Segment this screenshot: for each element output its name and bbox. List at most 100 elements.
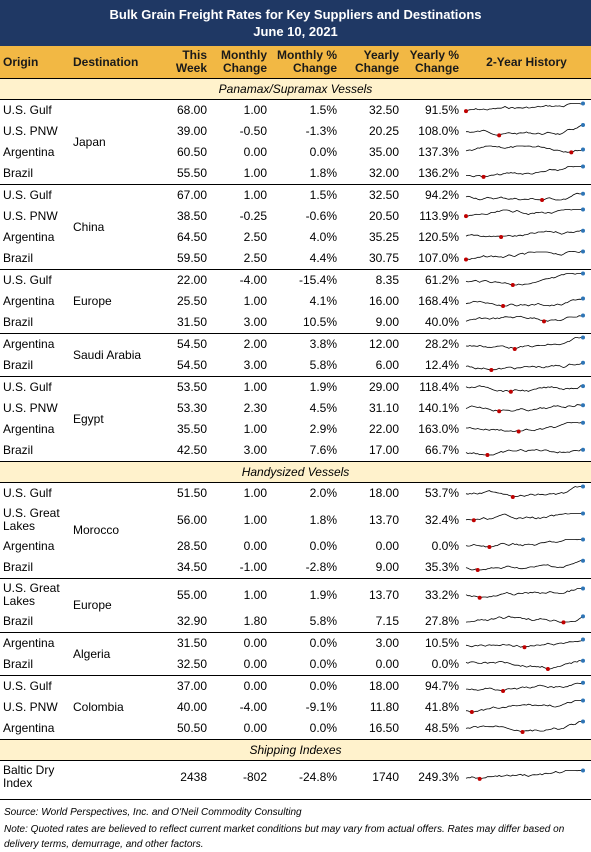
history-cell bbox=[462, 376, 591, 398]
value-cell: 1.00 bbox=[243, 103, 267, 117]
value-cell: 59.50 bbox=[176, 251, 207, 265]
history-cell bbox=[462, 483, 591, 505]
sparkline bbox=[465, 637, 585, 650]
value-cell: 136.2% bbox=[418, 166, 459, 180]
value-cell: 0.0% bbox=[270, 675, 340, 697]
sparkline-high bbox=[581, 207, 585, 212]
origin: Brazil bbox=[3, 315, 34, 329]
origin: U.S. Gulf bbox=[0, 184, 70, 206]
value-cell: 108.0% bbox=[418, 124, 459, 138]
value-cell: 4.0% bbox=[309, 230, 337, 244]
value-cell: 39.00 bbox=[176, 124, 207, 138]
value-cell: 30.75 bbox=[368, 251, 399, 265]
value-cell: 34.50 bbox=[176, 560, 207, 574]
value-cell: -802 bbox=[242, 769, 267, 784]
value-cell: 29.00 bbox=[340, 376, 402, 398]
data-row: Argentina 50.50 0.00 0.0% 16.50 48.5% bbox=[0, 718, 591, 740]
value-cell: 2.50 bbox=[243, 251, 267, 265]
sparkline-high bbox=[581, 101, 585, 106]
sparkline-high bbox=[581, 164, 585, 169]
data-row: Brazil 42.50 3.00 7.6% 17.00 66.7% bbox=[0, 440, 591, 462]
data-row: Argentina 28.50 0.00 0.0% 0.00 0.0% bbox=[0, 536, 591, 557]
sparkline-path bbox=[465, 209, 583, 217]
value-cell: 4.1% bbox=[309, 294, 337, 308]
data-row: U.S. Gulf Colombia 37.00 0.00 0.0% 18.00 94.7% bbox=[0, 675, 591, 740]
value-cell: 27.8% bbox=[424, 614, 459, 628]
history-cell bbox=[462, 312, 591, 334]
origin: Brazil bbox=[3, 358, 34, 372]
data-row: Brazil 34.50 -1.00 -2.8% 9.00 35.3% bbox=[0, 557, 591, 579]
value-cell: -4.00 bbox=[239, 700, 267, 714]
value-cell: 32.00 bbox=[368, 166, 399, 180]
data-row: U.S. Great Lakes 56.00 1.00 1.8% 13.70 32.4% bbox=[0, 504, 591, 536]
sparkline bbox=[465, 719, 585, 734]
data-row: U.S. PNW 53.30 2.30 4.5% 31.10 140.1% bbox=[0, 398, 591, 419]
sparkline-low bbox=[522, 645, 527, 650]
history-cell bbox=[462, 697, 591, 718]
table-body: Panamax/Supramax Vessels U.S. Gulf Japan 68… bbox=[0, 78, 591, 794]
history-cell bbox=[462, 440, 591, 462]
origin: Baltic Dry Index bbox=[3, 763, 55, 790]
sparkline bbox=[466, 680, 585, 693]
value-cell: 0.00 bbox=[243, 721, 267, 735]
data-row: Argentina 25.50 1.00 4.1% 16.00 168.4% bbox=[0, 291, 591, 312]
history-cell bbox=[462, 121, 591, 142]
sparkline-low bbox=[497, 409, 502, 414]
sparkline-high bbox=[581, 123, 585, 127]
value-cell: 35.3% bbox=[424, 560, 459, 574]
sparkline-path bbox=[465, 404, 584, 412]
history-cell bbox=[462, 142, 591, 163]
history-cell bbox=[462, 578, 591, 611]
value-cell: 68.00 bbox=[176, 103, 207, 117]
sparkline bbox=[465, 484, 585, 499]
origin: U.S. Gulf bbox=[0, 675, 70, 697]
value-cell: -15.4% bbox=[270, 269, 340, 291]
data-row: U.S. Gulf China 67.00 1.00 1.5% 32.50 94.2% bbox=[0, 184, 591, 270]
history-cell bbox=[462, 398, 591, 419]
sparkline bbox=[465, 511, 585, 522]
origin: Argentina bbox=[3, 721, 55, 735]
value-cell: 0.0% bbox=[431, 657, 459, 671]
sparkline-path bbox=[465, 721, 583, 733]
sparkline-high bbox=[581, 484, 585, 489]
sparkline-low bbox=[542, 319, 546, 324]
sparkline-high bbox=[581, 637, 585, 642]
value-cell: 2.00 bbox=[210, 333, 270, 355]
origin: Brazil bbox=[3, 614, 34, 628]
value-cell: 40.00 bbox=[176, 700, 207, 714]
section-title: Panamax/Supramax Vessels bbox=[0, 78, 591, 100]
sparkline-high bbox=[581, 511, 585, 515]
section-title: Handysized Vessels bbox=[0, 461, 591, 483]
sparkline-low bbox=[501, 689, 506, 693]
origin: U.S. Gulf bbox=[3, 103, 52, 117]
value-cell: 2.9% bbox=[309, 422, 337, 436]
sparkline bbox=[466, 420, 585, 434]
sparkline-path bbox=[465, 337, 583, 350]
history-cell bbox=[462, 100, 591, 122]
origin: U.S. Great Lakes bbox=[3, 506, 60, 533]
sparkline bbox=[465, 698, 585, 714]
data-row: Argentina Algeria 31.50 0.00 0.0% 3.00 10.5% bbox=[0, 632, 591, 676]
sparkline-low bbox=[520, 729, 525, 734]
value-cell: -4.00 bbox=[210, 269, 270, 291]
value-cell: 1.00 bbox=[210, 184, 270, 206]
sparkline bbox=[465, 447, 585, 457]
origin: U.S. PNW bbox=[3, 700, 58, 714]
value-cell: 1.00 bbox=[243, 512, 267, 527]
destination: Algeria bbox=[70, 632, 162, 676]
value-cell: 7.15 bbox=[375, 614, 399, 628]
value-cell: 0.0% bbox=[309, 657, 337, 671]
value-cell: 20.25 bbox=[368, 124, 399, 138]
value-cell: 32.50 bbox=[340, 184, 402, 206]
value-cell: 22.00 bbox=[368, 422, 399, 436]
value-cell: 1.8% bbox=[309, 166, 337, 180]
column-header: Monthly Change bbox=[210, 46, 270, 79]
title: Bulk Grain Freight Rates for Key Supplie… bbox=[109, 7, 482, 22]
value-cell: -9.1% bbox=[305, 700, 337, 714]
data-row: Brazil 59.50 2.50 4.4% 30.75 107.0% bbox=[0, 248, 591, 270]
value-cell: 22.00 bbox=[162, 269, 210, 291]
value-cell: 1.8% bbox=[309, 512, 337, 527]
sparkline bbox=[465, 228, 585, 239]
value-cell: 0.00 bbox=[375, 657, 399, 671]
